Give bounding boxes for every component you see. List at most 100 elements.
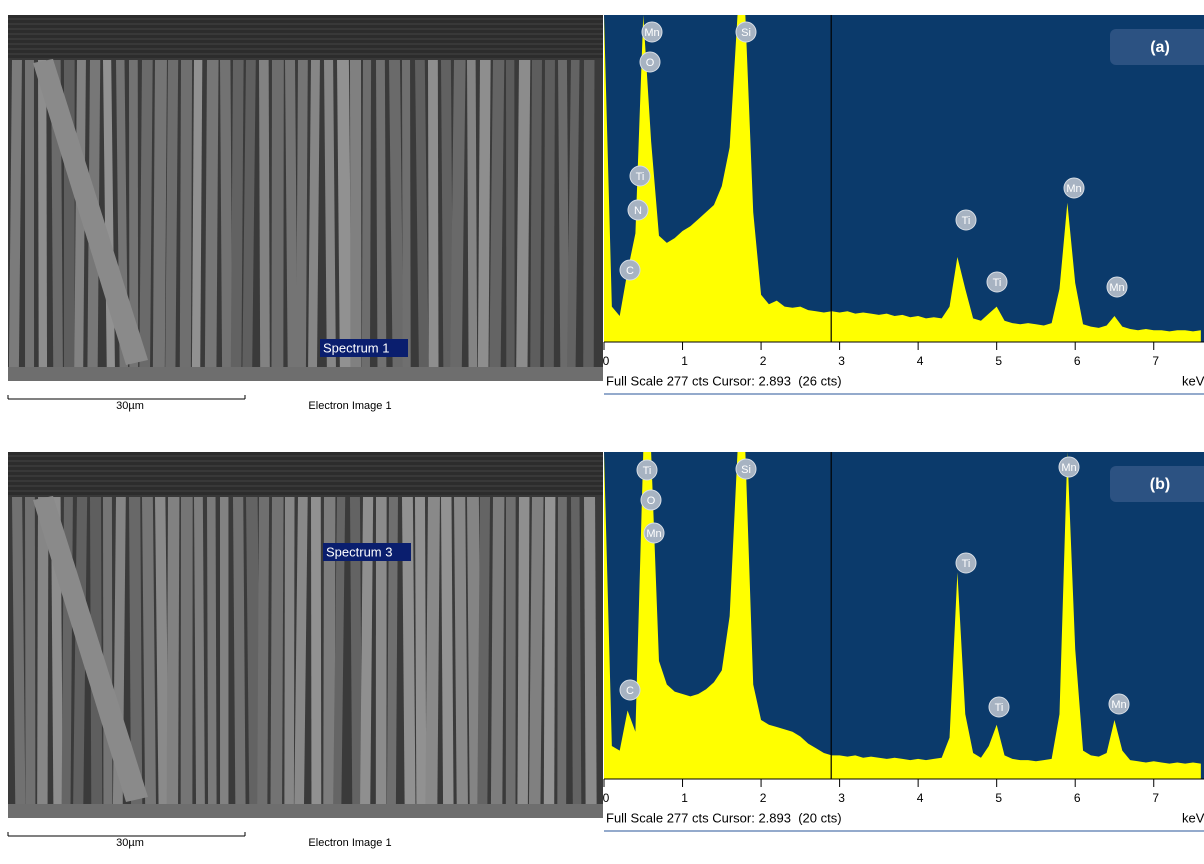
sem-pillar bbox=[155, 497, 169, 806]
sem-pillar bbox=[333, 497, 346, 806]
sem-pillar bbox=[8, 60, 22, 369]
peak-label: O bbox=[647, 495, 656, 507]
peak-marker bbox=[988, 696, 1010, 718]
sem-pillar bbox=[194, 497, 205, 806]
sem-pillar bbox=[361, 60, 372, 369]
sem-image: Spectrum 1 bbox=[8, 15, 603, 381]
sem-pillar bbox=[129, 497, 143, 806]
panel-label: (a) bbox=[1150, 39, 1170, 56]
x-tick-label: 6 bbox=[1074, 354, 1081, 368]
peak-label: O bbox=[646, 57, 655, 69]
sem-pillar bbox=[454, 497, 468, 806]
peak-label: Ti bbox=[643, 465, 652, 477]
sem-pillar bbox=[337, 60, 352, 369]
sem-pillar bbox=[230, 60, 244, 369]
scale-label: 30µm bbox=[116, 837, 144, 849]
sem-pillar bbox=[103, 497, 113, 806]
sem-pillar bbox=[350, 60, 362, 369]
peak-marker bbox=[619, 679, 641, 701]
sem-pillar bbox=[38, 60, 48, 369]
panel-badge bbox=[1110, 29, 1204, 65]
sem-pillar bbox=[477, 497, 491, 806]
x-tick-label: 3 bbox=[838, 354, 845, 368]
sem-pillar bbox=[220, 60, 233, 369]
sem-pillar bbox=[25, 60, 35, 369]
spectrum-footer: Full Scale 277 cts Cursor: 2.893 (20 cts… bbox=[606, 810, 842, 825]
peak-marker bbox=[636, 459, 658, 481]
peak-label: Ti bbox=[962, 215, 971, 227]
sem-pillar bbox=[557, 497, 567, 806]
peak-marker bbox=[619, 259, 641, 281]
sem-pillar bbox=[308, 60, 320, 369]
sem-pillar bbox=[165, 60, 179, 369]
sem-pillar bbox=[311, 497, 322, 806]
peak-marker bbox=[639, 51, 661, 73]
sem-top-layer bbox=[8, 15, 603, 60]
x-tick-label: 6 bbox=[1074, 791, 1081, 805]
sem-pillar bbox=[506, 60, 515, 369]
sem-pillar bbox=[37, 497, 49, 806]
peak-label: Ti bbox=[636, 171, 645, 183]
sem-pillar bbox=[166, 497, 180, 806]
peak-label: Ti bbox=[995, 702, 1004, 714]
sem-pillar bbox=[450, 60, 466, 369]
sem-pillar bbox=[284, 497, 295, 806]
peak-marker bbox=[735, 458, 757, 480]
sem-pillar bbox=[242, 60, 256, 369]
sem-pillar bbox=[259, 60, 270, 369]
sem-pillar bbox=[139, 60, 153, 369]
peak-marker bbox=[1058, 456, 1080, 478]
sem-pillar bbox=[324, 60, 336, 369]
sem-pillar bbox=[296, 60, 308, 369]
sem-pillar bbox=[425, 497, 440, 806]
peak-label: C bbox=[626, 265, 634, 277]
peak-label: Mn bbox=[644, 27, 659, 39]
spectrum-label-box bbox=[323, 543, 411, 561]
x-tick-label: 5 bbox=[995, 791, 1002, 805]
peak-label: Si bbox=[741, 464, 751, 476]
sem-pillar bbox=[543, 60, 555, 369]
sem-base bbox=[8, 804, 603, 818]
sem-pillar bbox=[257, 497, 270, 806]
peak-marker bbox=[640, 489, 662, 511]
sem-pillar bbox=[441, 497, 454, 806]
peak-label: Mn bbox=[1066, 183, 1081, 195]
sem-pillar bbox=[180, 497, 193, 806]
sem-pillar bbox=[428, 60, 439, 369]
peak-marker bbox=[629, 165, 651, 187]
peak-label: Mn bbox=[1109, 282, 1124, 294]
sem-pillar bbox=[285, 60, 298, 369]
x-tick-label: 7 bbox=[1152, 354, 1159, 368]
peak-label: Ti bbox=[962, 558, 971, 570]
x-unit: keV bbox=[1182, 373, 1204, 388]
sem-pillar bbox=[12, 497, 26, 806]
sem-pillar bbox=[129, 60, 139, 369]
sem-pillar bbox=[558, 60, 570, 369]
sem-pillar bbox=[204, 60, 219, 369]
image-caption: Electron Image 1 bbox=[308, 400, 391, 412]
sem-pillar bbox=[389, 60, 404, 369]
peak-label: Mn bbox=[1111, 699, 1126, 711]
peak-label: Mn bbox=[1061, 462, 1076, 474]
sem-pillar bbox=[271, 60, 284, 369]
spectrum-label: Spectrum 1 bbox=[323, 340, 389, 355]
x-tick-label: 4 bbox=[917, 791, 924, 805]
sem-pillar bbox=[386, 497, 398, 806]
sem-pillar bbox=[376, 60, 387, 369]
spectrum-area bbox=[604, 15, 1201, 342]
sem-pillar bbox=[360, 497, 374, 806]
sem-pillar bbox=[294, 497, 308, 806]
sem-image: Spectrum 3 bbox=[8, 452, 603, 818]
sem-pillar bbox=[415, 60, 429, 369]
sem-pillar bbox=[505, 497, 516, 806]
sem-pillar bbox=[467, 497, 482, 806]
sem-pillar bbox=[467, 60, 478, 369]
sem-fallen-pillar bbox=[33, 496, 148, 802]
x-tick-label: 5 bbox=[995, 354, 1002, 368]
peak-marker bbox=[735, 21, 757, 43]
spectrum-label: Spectrum 3 bbox=[326, 544, 392, 559]
sem-pillar bbox=[530, 60, 542, 369]
sem-pillar bbox=[402, 497, 416, 806]
x-tick-label: 7 bbox=[1152, 791, 1159, 805]
sem-pillar bbox=[375, 497, 387, 806]
